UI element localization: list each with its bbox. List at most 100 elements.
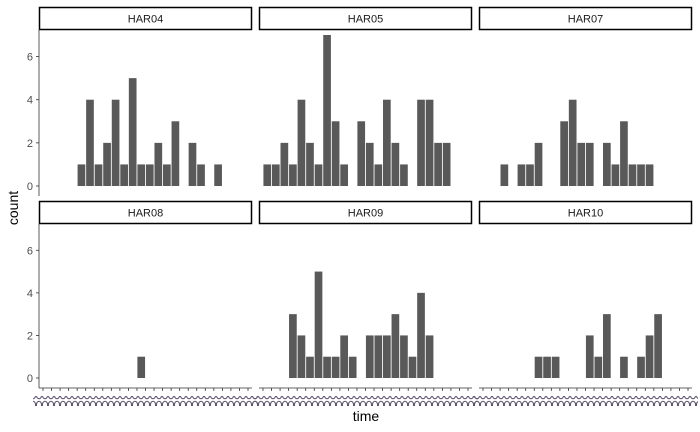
bar bbox=[323, 356, 331, 378]
bar bbox=[620, 356, 628, 378]
facet-panel-har05: HAR05 bbox=[258, 6, 473, 186]
bar bbox=[534, 356, 543, 378]
bar bbox=[314, 164, 323, 186]
facet-panel-har09: HAR09 bbox=[253, 200, 478, 406]
bar bbox=[348, 356, 357, 378]
bar bbox=[111, 99, 120, 186]
facet-strip bbox=[258, 200, 473, 225]
bar bbox=[551, 356, 560, 378]
bar bbox=[197, 164, 205, 186]
bar bbox=[289, 314, 297, 378]
bar bbox=[603, 314, 611, 378]
facet-strip bbox=[478, 6, 693, 31]
y-tick-label: 6 bbox=[27, 52, 33, 64]
facet-strip-label: HAR08 bbox=[128, 208, 163, 220]
bar bbox=[628, 164, 637, 186]
bar bbox=[289, 164, 297, 186]
bar bbox=[120, 164, 128, 186]
bar bbox=[517, 164, 526, 186]
bar bbox=[214, 164, 222, 186]
bar bbox=[314, 271, 323, 378]
facet-strip-label: HAR07 bbox=[568, 14, 603, 26]
bar bbox=[374, 335, 383, 378]
facet-strip bbox=[258, 6, 473, 31]
bar bbox=[645, 164, 654, 186]
x-tick-labels-overlap bbox=[253, 396, 478, 406]
bar bbox=[357, 121, 366, 186]
bar bbox=[331, 121, 340, 186]
bar bbox=[86, 99, 94, 186]
bar bbox=[280, 142, 289, 186]
bar bbox=[425, 99, 434, 186]
facet-strip bbox=[38, 6, 253, 31]
bar bbox=[645, 335, 654, 378]
bar bbox=[603, 142, 611, 186]
y-tick-label: 0 bbox=[27, 181, 33, 193]
bar bbox=[137, 356, 146, 378]
facet-strip bbox=[478, 200, 693, 225]
bar bbox=[103, 142, 111, 186]
bar bbox=[568, 99, 577, 186]
bar bbox=[417, 99, 425, 186]
bar bbox=[434, 142, 442, 186]
facet-panel-har04: HAR04 0 2 4 6 bbox=[27, 6, 253, 196]
bar bbox=[94, 164, 103, 186]
bar bbox=[417, 292, 425, 378]
bar bbox=[543, 356, 551, 378]
y-tick-label: 4 bbox=[27, 95, 33, 107]
y-tick-label: 2 bbox=[27, 138, 33, 150]
bar bbox=[297, 335, 306, 378]
y-tick-label: 2 bbox=[27, 330, 33, 342]
facet-strip-label: HAR10 bbox=[568, 208, 603, 220]
bar bbox=[425, 335, 434, 378]
bar bbox=[188, 142, 197, 186]
bar bbox=[408, 356, 417, 378]
y-axis-title: count bbox=[5, 191, 21, 225]
facet-strip-label: HAR04 bbox=[128, 14, 163, 26]
bar bbox=[400, 335, 408, 378]
facet-strip-label: HAR05 bbox=[348, 14, 383, 26]
bar bbox=[145, 164, 154, 186]
bar bbox=[306, 142, 314, 186]
y-tick-label: 0 bbox=[27, 373, 33, 385]
bar bbox=[500, 164, 509, 186]
bar bbox=[154, 142, 163, 186]
bar bbox=[383, 335, 391, 378]
bar bbox=[340, 164, 348, 186]
bar bbox=[400, 164, 408, 186]
facet-panel-har08: HAR08 0 2 4 6 bbox=[27, 200, 258, 406]
bar bbox=[128, 78, 137, 186]
x-axis-title: time bbox=[353, 408, 380, 424]
bar bbox=[365, 335, 374, 378]
x-tick-labels-overlap bbox=[33, 396, 258, 406]
bar bbox=[263, 164, 272, 186]
bar bbox=[365, 142, 374, 186]
bar bbox=[637, 356, 645, 378]
bar bbox=[340, 335, 348, 378]
facet-strip-label: HAR09 bbox=[348, 208, 383, 220]
bar bbox=[271, 164, 280, 186]
bar bbox=[577, 142, 586, 186]
facet-strip bbox=[38, 200, 253, 225]
bar bbox=[560, 121, 568, 186]
bar bbox=[594, 356, 603, 378]
bar bbox=[163, 164, 171, 186]
bar bbox=[137, 164, 146, 186]
bar bbox=[374, 164, 383, 186]
bar bbox=[654, 314, 662, 378]
bar bbox=[391, 142, 400, 186]
bar bbox=[442, 142, 451, 186]
bar bbox=[620, 121, 628, 186]
bar bbox=[585, 335, 594, 378]
bar bbox=[585, 142, 594, 186]
bar bbox=[391, 314, 400, 378]
facet-panel-har07: HAR07 bbox=[478, 6, 693, 186]
bar bbox=[297, 99, 306, 186]
x-tick-labels-overlap bbox=[473, 396, 698, 406]
bar bbox=[323, 35, 331, 186]
y-tick-label: 6 bbox=[27, 245, 33, 257]
bar bbox=[637, 164, 645, 186]
bar bbox=[534, 142, 543, 186]
